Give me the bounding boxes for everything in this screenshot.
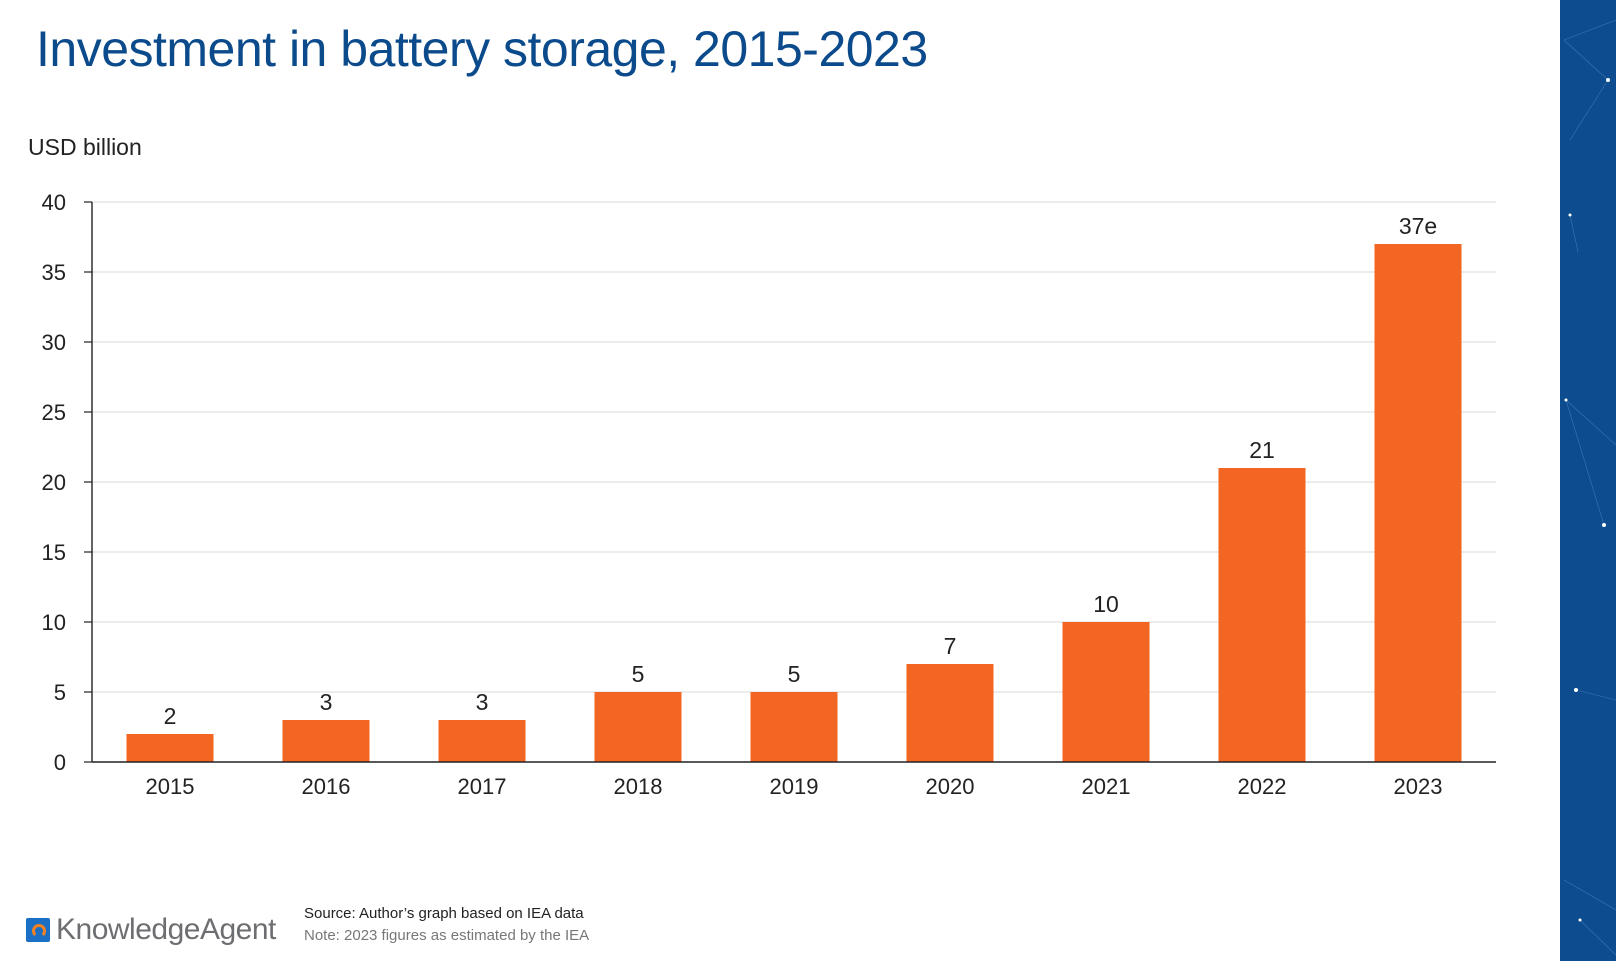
y-tick-label: 40 <box>42 190 66 215</box>
x-tick-label-2022: 2022 <box>1238 774 1287 799</box>
y-tick-label: 0 <box>54 750 66 775</box>
x-tick-label-2023: 2023 <box>1394 774 1443 799</box>
data-label-2017: 3 <box>476 689 489 715</box>
x-tick-label-2020: 2020 <box>926 774 975 799</box>
bar-2017 <box>438 720 526 762</box>
x-tick-label-2016: 2016 <box>302 774 351 799</box>
bar-2023 <box>1374 244 1462 762</box>
bar-2019 <box>750 692 838 762</box>
data-label-2019: 5 <box>788 661 801 687</box>
network-pattern <box>1563 19 1616 956</box>
x-tick-label-2018: 2018 <box>614 774 663 799</box>
brand-icon <box>26 918 50 942</box>
bar-2016 <box>282 720 370 762</box>
data-label-2015: 2 <box>164 703 177 729</box>
y-tick-label: 35 <box>42 260 66 285</box>
bar-2021 <box>1062 622 1150 762</box>
bar-2015 <box>126 734 214 762</box>
decorative-side-panel <box>1560 0 1616 961</box>
page-title: Investment in battery storage, 2015-2023 <box>36 21 928 77</box>
y-tick-label: 5 <box>54 680 66 705</box>
y-axis-label: USD billion <box>28 134 142 160</box>
x-tick-label-2019: 2019 <box>770 774 819 799</box>
data-labels: 2 3 3 5 5 7 10 21 37e <box>164 213 1438 729</box>
source-note: Source: Author’s graph based on IEA data <box>304 905 584 922</box>
bars <box>126 244 1462 762</box>
bar-2018 <box>594 692 682 762</box>
data-label-2018: 5 <box>632 661 645 687</box>
x-tick-label-2015: 2015 <box>146 774 195 799</box>
y-tick-label: 25 <box>42 400 66 425</box>
data-label-2022: 21 <box>1249 437 1275 463</box>
data-label-2021: 10 <box>1093 591 1119 617</box>
y-tick-label: 20 <box>42 470 66 495</box>
y-tick-label: 10 <box>42 610 66 635</box>
x-tick-label-2021: 2021 <box>1082 774 1131 799</box>
data-label-2020: 7 <box>944 633 957 659</box>
data-label-2016: 3 <box>320 689 333 715</box>
bar-2020 <box>906 664 994 762</box>
data-label-2023: 37e <box>1399 213 1437 239</box>
y-tick-label: 30 <box>42 330 66 355</box>
bar-2022 <box>1218 468 1306 762</box>
brand-name: KnowledgeAgent <box>56 913 276 946</box>
estimate-note: Note: 2023 figures as estimated by the I… <box>304 927 590 944</box>
x-tick-label-2017: 2017 <box>458 774 507 799</box>
y-tick-label: 15 <box>42 540 66 565</box>
brand-logo: KnowledgeAgent <box>26 913 276 947</box>
